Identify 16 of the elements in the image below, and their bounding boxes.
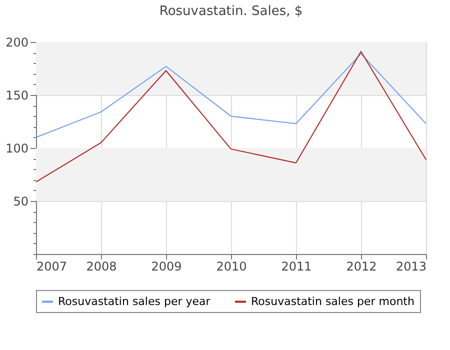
line-series [36,51,426,182]
legend-label: Rosuvastatin sales per year [58,294,211,308]
x-tick-label: 2008 [86,260,117,274]
y-tick-label: 200 [6,36,28,50]
chart-title: Rosuvastatin. Sales, $ [159,4,303,19]
line-series [36,53,426,138]
legend-label: Rosuvastatin sales per month [251,294,414,308]
x-tick-label: 2009 [151,260,182,274]
y-tick-label: 100 [6,142,28,156]
y-tick-label: 50 [13,194,28,208]
x-tick-label: 2013 [396,260,426,274]
x-tick-label: 2012 [346,260,377,274]
x-tick-label: 2011 [281,260,312,274]
x-tick-label: 2010 [216,260,247,274]
y-tick-label: 150 [6,88,28,102]
x-tick-label: 2007 [36,260,68,274]
